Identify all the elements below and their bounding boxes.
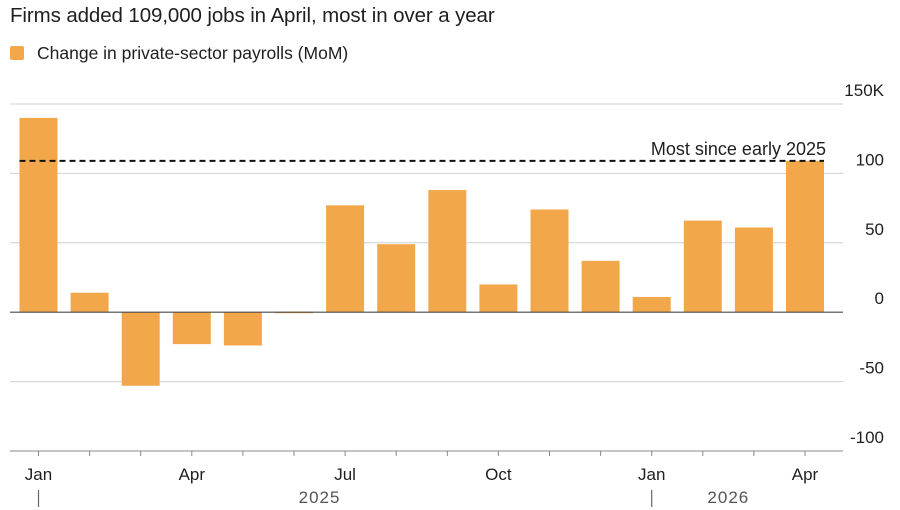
y-tick-label: -100 [850, 428, 884, 447]
year-label: 2025 [299, 488, 341, 507]
x-tick-label: Jan [25, 465, 52, 484]
x-tick-label: Apr [179, 465, 206, 484]
y-tick-label: 0 [875, 289, 884, 308]
y-tick-label: 50 [865, 220, 884, 239]
bar [172, 312, 211, 345]
x-tick-label: Apr [792, 465, 819, 484]
legend-label: Change in private-sector payrolls (MoM) [37, 42, 349, 63]
bar [326, 205, 365, 313]
y-tick-label: -50 [859, 359, 884, 378]
bar [223, 312, 262, 346]
bar [683, 220, 722, 313]
y-tick-label: 150K [844, 81, 884, 100]
x-tick-label: Oct [485, 465, 512, 484]
x-tick-label: Jan [638, 465, 665, 484]
chart-title: Firms added 109,000 jobs in April, most … [10, 4, 495, 27]
legend-swatch [10, 46, 24, 60]
bar [377, 244, 416, 313]
bar [734, 227, 773, 313]
bar [479, 284, 518, 313]
bar [581, 260, 620, 313]
bar [786, 160, 824, 313]
legend: Change in private-sector payrolls (MoM) [10, 41, 348, 65]
bar [530, 209, 569, 313]
bar [632, 296, 671, 313]
y-tick-label: 100 [856, 150, 884, 169]
x-tick-label: Jul [334, 465, 356, 484]
bar [70, 292, 109, 313]
bar [19, 117, 58, 313]
bar [428, 190, 467, 313]
reference-line-label: Most since early 2025 [651, 139, 826, 159]
bar [121, 312, 160, 386]
year-label: 2026 [707, 488, 749, 507]
